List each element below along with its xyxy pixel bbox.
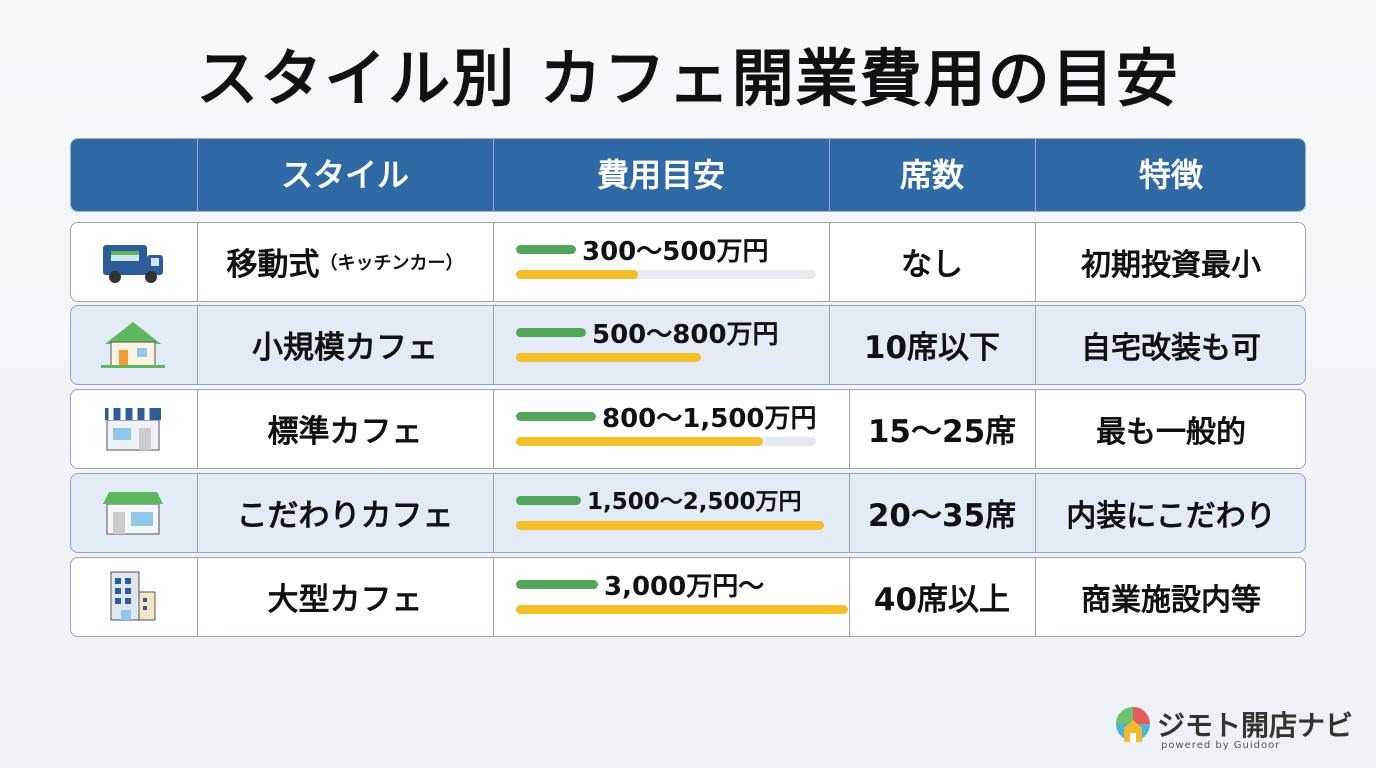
row-icon [97, 570, 169, 624]
feature-cell: 自宅改装も可 [1081, 330, 1261, 366]
cost-text: 300〜500万円 [582, 237, 769, 267]
feature-cell: 商業施設内等 [1081, 582, 1261, 618]
style-name: 小規模カフェ [252, 330, 438, 366]
cell-divider [197, 223, 198, 301]
seats-cell: 10席以下 [863, 330, 1001, 366]
feature-cell: 最も一般的 [1096, 414, 1246, 450]
cost-track [516, 270, 816, 279]
column-header: 特徴 [1138, 156, 1203, 194]
row-icon [97, 486, 169, 540]
row-icon [97, 235, 169, 289]
table-row: こだわりカフェ 1,500〜2,500万円 20〜35席 内装にこだわり [70, 473, 1306, 553]
cost-bar-green [516, 496, 581, 505]
cost-bar-yellow [516, 605, 848, 614]
table-row: 小規模カフェ 500〜800万円 10席以下 自宅改装も可 [70, 305, 1306, 385]
cost-bar-yellow [516, 437, 763, 446]
seats-cell: なし [901, 247, 963, 283]
table-row: 標準カフェ 800〜1,500万円 15〜25席 最も一般的 [70, 389, 1306, 469]
feature-cell: 初期投資最小 [1081, 247, 1261, 283]
cost-bar-green [516, 245, 576, 254]
cost-bar-green [516, 328, 586, 337]
cell-divider [197, 306, 198, 384]
cell-divider [1035, 390, 1036, 468]
row-icon [97, 402, 169, 456]
cell-divider [829, 223, 830, 301]
cell-divider [493, 223, 494, 301]
cell-divider [1035, 474, 1036, 552]
cost-bar-yellow [516, 353, 701, 362]
cost-text: 800〜1,500万円 [602, 404, 817, 434]
cost-bar-green [516, 412, 596, 421]
cell-divider [197, 558, 198, 636]
cell-divider [197, 390, 198, 468]
icon [105, 408, 161, 451]
cell-divider [829, 306, 830, 384]
cell-divider [849, 474, 850, 552]
icon [110, 571, 156, 621]
style-cell: 標準カフェ [197, 390, 493, 467]
cost-bar-green [516, 580, 598, 589]
cell-divider [493, 306, 494, 384]
cell-divider [849, 390, 850, 468]
cost-bar-yellow [516, 521, 824, 530]
icon [101, 322, 165, 368]
style-name: 移動式 [226, 247, 320, 283]
style-note: （キッチンカー） [319, 252, 464, 274]
column-header: スタイル [280, 156, 409, 194]
seats-cell: 20〜35席 [867, 498, 1017, 534]
cell-divider [493, 390, 494, 468]
table-row: 移動式 （キッチンカー） 300〜500万円 なし 初期投資最小 [70, 222, 1306, 302]
logo-text: ジモト開店ナビ [1157, 709, 1354, 742]
style-name: 標準カフェ [267, 414, 423, 450]
cell-divider [1035, 223, 1036, 301]
cost-text: 500〜800万円 [592, 320, 779, 350]
table-header: スタイル 費用目安 席数 特徴 [70, 138, 1306, 212]
feature-cell: 内装にこだわり [1066, 498, 1276, 534]
logo: ジモト開店ナビ powered by Guidoor [1113, 704, 1363, 754]
column-header: 席数 [899, 156, 964, 194]
style-cell: 移動式 （キッチンカー） [197, 223, 493, 300]
logo-subtext: powered by Guidoor [1161, 740, 1281, 751]
icon [103, 492, 163, 535]
style-name: こだわりカフェ [236, 498, 454, 534]
seats-cell: 40席以上 [873, 582, 1011, 618]
title: スタイル別 カフェ開業費用の目安 [196, 42, 1180, 115]
cost-bar-yellow [516, 270, 638, 279]
column-header: 費用目安 [596, 156, 725, 194]
cell-divider [493, 474, 494, 552]
cell-divider [1035, 558, 1036, 636]
seats-cell: 15〜25席 [867, 414, 1017, 450]
cell-divider [849, 558, 850, 636]
table-row: 大型カフェ 3,000万円〜 40席以上 商業施設内等 [70, 557, 1306, 637]
style-cell: こだわりカフェ [197, 474, 493, 551]
style-cell: 小規模カフェ [197, 306, 493, 383]
style-name: 大型カフェ [267, 582, 423, 618]
cell-divider [1035, 306, 1036, 384]
cost-text: 1,500〜2,500万円 [587, 489, 802, 515]
row-icon [97, 318, 169, 372]
style-cell: 大型カフェ [197, 558, 493, 635]
logo-icon [1116, 707, 1150, 742]
cell-divider [197, 474, 198, 552]
cell-divider [493, 558, 494, 636]
icon [103, 245, 163, 283]
cost-text: 3,000万円〜 [604, 572, 765, 602]
